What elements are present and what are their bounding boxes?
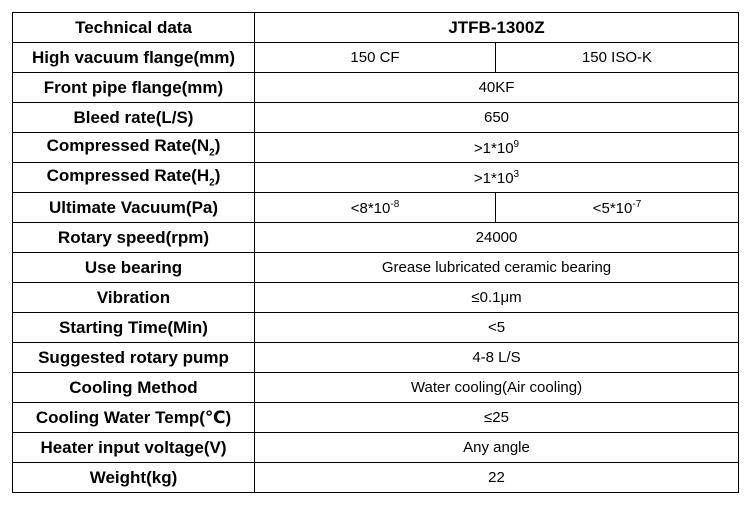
table-row: Weight(kg) 22 (12, 462, 739, 493)
cell-value: 22 (254, 462, 739, 493)
subscript: 2 (209, 147, 215, 159)
cell-value: ≤0.1μm (254, 282, 739, 313)
table-row: Use bearing Grease lubricated ceramic bea… (12, 252, 739, 283)
row-label: Suggested rotary pump (12, 342, 255, 373)
row-label: Technical data (12, 12, 255, 43)
cell-value: 150 CF (254, 42, 496, 73)
row-label: Cooling Water Temp(℃) (12, 402, 255, 433)
table-row: Bleed rate(L/S) 650 (12, 102, 739, 133)
cell-value: JTFB-1300Z (254, 12, 739, 43)
row-label: Ultimate Vacuum(Pa) (12, 192, 255, 223)
cell-value: <5*10-7 (495, 192, 739, 223)
table-row: Ultimate Vacuum(Pa) <8*10-8 <5*10-7 (12, 192, 739, 223)
text-run: Compressed Rate(N (46, 136, 210, 156)
row-label: Vibration (12, 282, 255, 313)
text-run: ) (214, 166, 221, 186)
table-row: Cooling Water Temp(℃) ≤25 (12, 402, 739, 433)
row-label: Use bearing (12, 252, 255, 283)
table-body: Technical data JTFB-1300Z High vacuum flan… (12, 12, 739, 493)
text-run: >1*10 (473, 169, 514, 187)
superscript: -8 (390, 198, 400, 210)
cell-value: 40KF (254, 72, 739, 103)
cell-value: ≤25 (254, 402, 739, 433)
row-label: Compressed Rate(N2) (12, 132, 255, 163)
cell-value: 650 (254, 102, 739, 133)
table-row: Suggested rotary pump 4-8 L/S (12, 342, 739, 373)
row-label: Weight(kg) (12, 462, 255, 493)
row-label: Bleed rate(L/S) (12, 102, 255, 133)
row-label: High vacuum flange(mm) (12, 42, 255, 73)
cell-value: >1*103 (254, 162, 739, 193)
table-row: Compressed Rate(N2) >1*109 (12, 132, 739, 163)
cell-value: Grease lubricated ceramic bearing (254, 252, 739, 283)
superscript: -7 (632, 198, 642, 210)
spec-table: Technical data JTFB-1300Z High vacuum flan… (12, 12, 739, 493)
superscript: 3 (513, 168, 520, 180)
cell-value: 150 ISO-K (495, 42, 739, 73)
table-row: Starting Time(Min) <5 (12, 312, 739, 343)
table-row: Rotary speed(rpm) 24000 (12, 222, 739, 253)
cell-value: 24000 (254, 222, 739, 253)
text-run: <8*10 (350, 199, 391, 217)
cell-value: >1*109 (254, 132, 739, 163)
cell-value: <5 (254, 312, 739, 343)
subscript: 2 (209, 177, 215, 189)
row-label: Cooling Method (12, 372, 255, 403)
cell-value: Any angle (254, 432, 739, 463)
row-label: Starting Time(Min) (12, 312, 255, 343)
table-row: Front pipe flange(mm) 40KF (12, 72, 739, 103)
table-row: High vacuum flange(mm) 150 CF 150 ISO-K (12, 42, 739, 73)
row-label: Compressed Rate(H2) (12, 162, 255, 193)
row-label: Heater input voltage(V) (12, 432, 255, 463)
table-row: Compressed Rate(H2) >1*103 (12, 162, 739, 193)
cell-value: 4-8 L/S (254, 342, 739, 373)
cell-value: <8*10-8 (254, 192, 496, 223)
cell-value: Water cooling(Air cooling) (254, 372, 739, 403)
table-row: Cooling Method Water cooling(Air cooling) (12, 372, 739, 403)
text-run: <5*10 (592, 199, 633, 217)
superscript: 9 (513, 138, 520, 150)
text-run: ) (214, 136, 221, 156)
text-run: >1*10 (473, 139, 514, 157)
row-label: Front pipe flange(mm) (12, 72, 255, 103)
table-row: Heater input voltage(V) Any angle (12, 432, 739, 463)
row-label: Rotary speed(rpm) (12, 222, 255, 253)
table-row: Vibration ≤0.1μm (12, 282, 739, 313)
text-run: Compressed Rate(H (46, 166, 210, 186)
table-row: Technical data JTFB-1300Z (12, 12, 739, 43)
